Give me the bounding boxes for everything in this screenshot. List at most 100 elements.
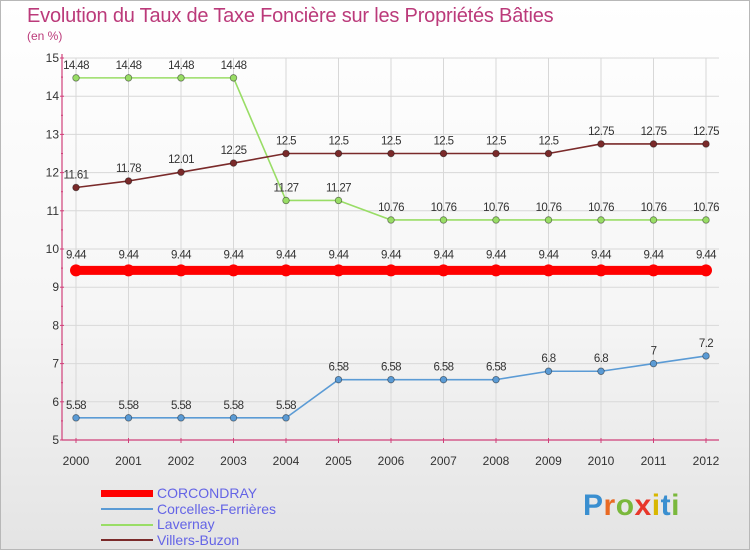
series-point-1 xyxy=(597,367,605,375)
data-label: 10.76 xyxy=(483,202,509,214)
series-point-2 xyxy=(177,74,185,82)
series-point-2 xyxy=(649,216,658,224)
series-point-3 xyxy=(387,149,395,158)
data-label: 11.27 xyxy=(326,182,351,194)
x-tick-label: 2002 xyxy=(168,454,195,468)
data-label: 14.48 xyxy=(63,60,89,72)
x-tick-label: 2001 xyxy=(115,454,142,468)
x-tick-label: 2005 xyxy=(325,454,352,468)
chart-title: Evolution du Taux de Taxe Foncière sur l… xyxy=(27,5,554,27)
data-label: 9.44 xyxy=(434,249,455,261)
data-label: 5.58 xyxy=(66,400,86,412)
data-label: 6.58 xyxy=(381,362,401,374)
series-point-0 xyxy=(70,264,82,277)
legend-swatch xyxy=(101,523,153,526)
series-point-1 xyxy=(177,414,185,422)
series-point-3 xyxy=(702,140,710,148)
x-tick-label: 2009 xyxy=(535,454,562,468)
logo-letter: r xyxy=(603,489,616,522)
logo-letter: P xyxy=(583,489,604,522)
series-point-2 xyxy=(72,74,80,82)
series-point-1 xyxy=(334,375,343,384)
data-label: 9.44 xyxy=(66,249,87,261)
data-label: 12.5 xyxy=(276,136,296,148)
data-label: 14.48 xyxy=(221,60,247,72)
proxiti-logo: Proxiti xyxy=(583,489,680,523)
series-point-2 xyxy=(282,196,290,205)
series-point-3 xyxy=(334,149,343,158)
data-label: 9.44 xyxy=(486,249,507,261)
x-tick-label: 2012 xyxy=(693,454,720,468)
x-tick-label: 2007 xyxy=(430,454,457,468)
data-label: 5.58 xyxy=(276,400,296,412)
series-point-1 xyxy=(229,414,238,422)
series-point-2 xyxy=(124,74,133,82)
data-label: 10.76 xyxy=(641,202,667,214)
legend: CORCONDRAY Corcelles-Ferrières Lavernay Vil… xyxy=(101,486,276,548)
data-label: 14.48 xyxy=(168,60,194,72)
series-point-1 xyxy=(72,414,80,422)
data-label: 9.44 xyxy=(329,249,350,261)
x-tick-label: 2000 xyxy=(63,454,90,468)
legend-label: Lavernay xyxy=(157,516,215,533)
series-point-1 xyxy=(492,375,500,384)
series-point-2 xyxy=(229,74,238,82)
data-label: 12.75 xyxy=(588,126,614,138)
data-label: 7.2 xyxy=(699,338,713,350)
legend-swatch xyxy=(101,490,153,498)
y-tick-label: 8 xyxy=(52,318,59,332)
data-label: 10.76 xyxy=(431,202,457,214)
series-point-2 xyxy=(544,216,553,224)
grid-lines xyxy=(62,57,719,440)
series-point-0 xyxy=(595,264,607,277)
data-label: 9.44 xyxy=(381,249,402,261)
series-point-3 xyxy=(649,140,658,148)
series-point-1 xyxy=(439,375,448,384)
series-point-3 xyxy=(492,149,500,158)
data-label: 6.58 xyxy=(434,362,454,374)
logo-letter: x xyxy=(634,489,652,522)
series-point-1 xyxy=(282,414,290,422)
series-point-0 xyxy=(647,264,660,277)
series-point-3 xyxy=(544,149,553,158)
y-tick-label: 12 xyxy=(46,166,60,180)
legend-item: Lavernay xyxy=(101,517,276,533)
x-tick-label: 2003 xyxy=(220,454,247,468)
series-point-0 xyxy=(332,264,345,277)
legend-item: CORCONDRAY xyxy=(101,486,276,502)
data-label: 7 xyxy=(651,346,657,358)
data-label: 9.44 xyxy=(696,249,717,261)
series-point-2 xyxy=(702,216,710,224)
legend-label: Corcelles-Ferrières xyxy=(157,500,277,517)
data-label: 9.44 xyxy=(119,249,140,261)
legend-swatch xyxy=(101,508,153,511)
y-tick-label: 11 xyxy=(47,204,60,218)
series-point-0 xyxy=(175,264,187,277)
series-point-0 xyxy=(385,264,397,277)
series-point-0 xyxy=(437,264,450,277)
data-label: 6.58 xyxy=(486,362,506,374)
logo-letter: o xyxy=(615,489,635,522)
data-label: 12.5 xyxy=(434,136,454,148)
data-label: 6.8 xyxy=(594,353,608,365)
series-point-1 xyxy=(544,367,553,375)
series-point-1 xyxy=(387,375,395,384)
legend-label: CORCONDRAY xyxy=(157,485,258,502)
series-point-3 xyxy=(72,183,80,192)
data-label: 12.01 xyxy=(168,154,194,166)
x-tick-label: 2010 xyxy=(588,454,615,468)
series-point-2 xyxy=(439,216,448,224)
series-point-3 xyxy=(177,168,185,176)
y-tick-label: 14 xyxy=(46,89,60,103)
data-label: 11.27 xyxy=(274,182,299,194)
y-tick-label: 13 xyxy=(46,127,60,141)
x-tick-label: 2006 xyxy=(378,454,405,468)
data-label: 11.78 xyxy=(116,163,141,175)
data-label: 12.5 xyxy=(539,136,559,148)
series-point-2 xyxy=(492,216,500,224)
data-label: 10.76 xyxy=(693,202,719,214)
legend-label: Villers-Buzon xyxy=(157,531,240,548)
data-label: 9.44 xyxy=(224,249,245,261)
